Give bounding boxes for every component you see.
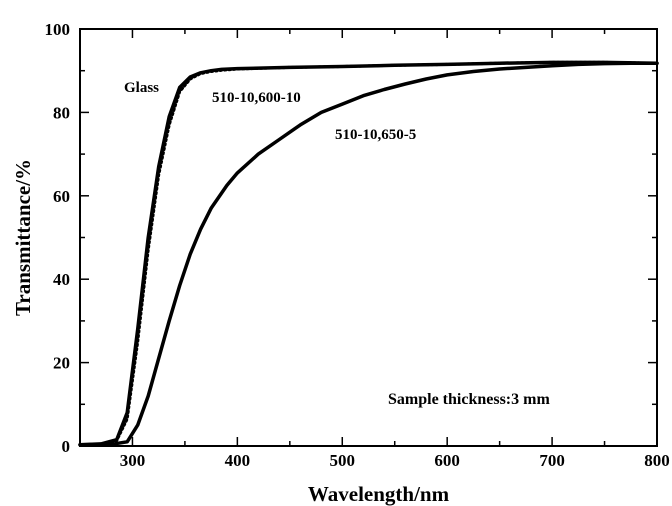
y-tick-label: 60 bbox=[53, 187, 70, 206]
y-tick-label: 0 bbox=[62, 437, 71, 456]
series-line-2 bbox=[78, 61, 659, 447]
y-axis-label: Transmittance/% bbox=[11, 159, 35, 316]
y-tick-label: 40 bbox=[53, 270, 70, 289]
series-line-1 bbox=[78, 60, 659, 447]
plot-frame bbox=[79, 28, 658, 447]
x-tick-label: 700 bbox=[539, 451, 565, 470]
series-label-glass: Glass bbox=[124, 80, 159, 96]
x-tick-label: 400 bbox=[225, 451, 251, 470]
x-tick-label: 500 bbox=[330, 451, 356, 470]
text-group: Wavelength/nm Transmittance/% Sample thi… bbox=[11, 20, 670, 506]
sample-thickness-annotation: Sample thickness:3 mm bbox=[388, 391, 550, 408]
plot-area bbox=[79, 28, 658, 447]
x-tick-label: 600 bbox=[434, 451, 460, 470]
x-tick-label: 800 bbox=[644, 451, 670, 470]
series-group bbox=[78, 60, 659, 447]
series-label-510-10-650-5: 510-10,650-5 bbox=[335, 127, 416, 143]
y-tick-label: 20 bbox=[53, 354, 70, 373]
series-line-0 bbox=[78, 60, 659, 447]
y-tick-label: 100 bbox=[45, 20, 71, 39]
x-axis-label: Wavelength/nm bbox=[308, 482, 450, 506]
series-label-510-10-600-10: 510-10,600-10 bbox=[212, 90, 301, 106]
x-tick-label: 300 bbox=[120, 451, 146, 470]
y-tick-label: 80 bbox=[53, 103, 70, 122]
